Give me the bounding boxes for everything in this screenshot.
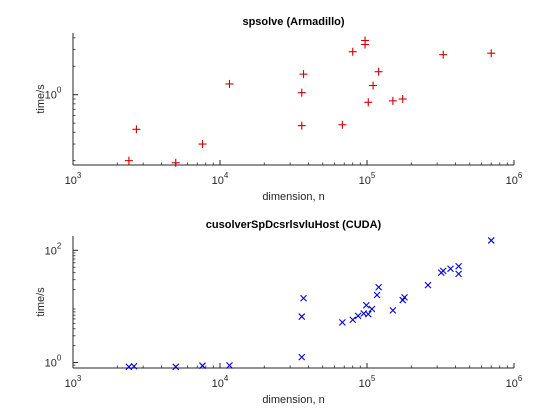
chart-1-y-axis-label: time/s: [35, 84, 47, 114]
chart-1-x-tick-label: 105: [359, 171, 376, 187]
chart-1-title: spsolve (Armadillo): [242, 16, 344, 28]
chart-2-data-point: [447, 265, 454, 273]
chart-2-x-axis-label: dimension, n: [262, 394, 324, 406]
chart-1-data-point: [439, 50, 448, 59]
chart-1-data-point: [297, 121, 306, 130]
chart-2-y-axis-label: time/s: [35, 287, 47, 317]
chart-1-y-tick-label: 100: [45, 86, 62, 102]
chart-2-data-point: [354, 312, 362, 320]
chart-1-data-point: [338, 120, 347, 129]
chart-2-data-point: [172, 363, 180, 371]
chart-2-data-point: [487, 237, 495, 244]
chart-1-data-point: [388, 96, 397, 105]
chart-1-x-axis-label: dimension, n: [262, 191, 324, 203]
chart-2-data-point: [455, 270, 463, 278]
chart-2-data-point: [298, 313, 306, 320]
chart-1-data-point: [225, 79, 234, 88]
chart-2-data-point: [368, 305, 376, 313]
chart-2-y-tick-label: 100: [45, 354, 62, 370]
chart-2-data-point: [424, 281, 432, 289]
chart-2-data-point: [362, 301, 370, 309]
chart-2-data-point: [130, 362, 138, 370]
chart-1-x-tick-label: 106: [506, 171, 523, 187]
chart-2-data-point: [364, 310, 372, 318]
chart-2-data-point: [226, 362, 233, 369]
chart-1-data-point: [124, 156, 133, 165]
chart-2-data-point: [439, 267, 447, 275]
chart-1-data-point: [198, 140, 207, 149]
chart-1-data-point: [487, 49, 496, 58]
chart-2-y-tick-label: 102: [45, 241, 62, 257]
chart-1-data-point: [369, 81, 378, 90]
chart-2-x-tick-label: 106: [506, 374, 523, 390]
chart-1-data-point: [299, 70, 308, 79]
chart-2-data-point: [298, 353, 306, 361]
chart-1-data-point: [348, 47, 357, 56]
chart-1-data-point: [374, 67, 383, 76]
chart-1-data-point: [171, 158, 180, 167]
chart-2-title: cusolverSpDcsrlsvluHost (CUDA): [206, 219, 382, 231]
chart-1-data-point: [132, 125, 141, 134]
chart-2-data-point: [401, 293, 408, 301]
chart-2-data-point: [389, 307, 397, 314]
chart-2-x-tick-label: 104: [212, 374, 229, 390]
chart-2-x-tick-label: 103: [65, 374, 82, 390]
chart-1-x-tick-label: 104: [212, 171, 229, 187]
chart-2-data-point: [349, 316, 357, 324]
chart-1-data-point: [297, 88, 306, 97]
chart-2-data-point: [373, 291, 381, 299]
chart-2-data-point: [375, 283, 383, 291]
chart-1-x-tick-label: 103: [65, 171, 82, 187]
chart-2-data-point: [199, 362, 206, 370]
chart-1-data-point: [364, 98, 373, 107]
chart-1-data-point: [398, 95, 407, 103]
chart-2-x-tick-label: 105: [359, 374, 376, 390]
chart-2-data-point: [338, 318, 346, 326]
chart-2-data-point: [300, 294, 307, 302]
chart-2-data-point: [455, 262, 463, 270]
chart-1-data-point: [361, 36, 370, 45]
